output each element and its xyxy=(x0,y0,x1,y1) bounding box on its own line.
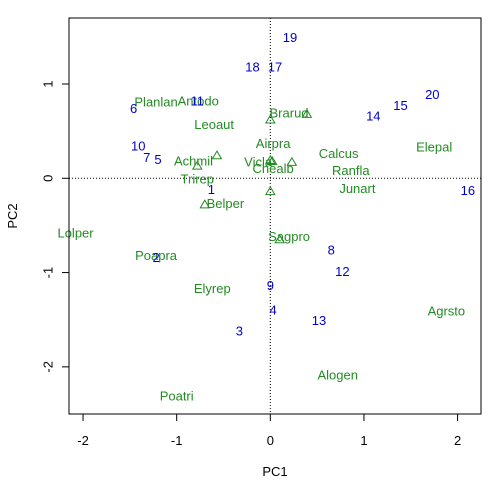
site-label: 17 xyxy=(268,59,282,74)
site-label: 1 xyxy=(208,182,215,197)
species-label: Planlan xyxy=(134,94,177,109)
species-marker xyxy=(301,108,313,118)
site-label: 2 xyxy=(152,250,159,265)
x-tick-label: 0 xyxy=(267,433,274,448)
x-tick-label: 1 xyxy=(360,433,367,448)
x-axis-title: PC1 xyxy=(262,464,287,479)
plot-frame xyxy=(68,17,482,415)
site-label: 9 xyxy=(267,278,274,293)
y-tick-label: -1 xyxy=(40,267,55,279)
species-label: Elyrep xyxy=(194,281,231,296)
species-marker xyxy=(191,160,203,170)
site-label: 18 xyxy=(245,59,259,74)
species-label: Agrsto xyxy=(428,304,466,319)
site-label: 8 xyxy=(328,242,335,257)
site-label: 13 xyxy=(312,313,326,328)
species-label: Airpra xyxy=(256,136,291,151)
species-marker xyxy=(199,199,211,209)
site-label: 10 xyxy=(131,139,145,154)
x-tick-label: -1 xyxy=(171,433,183,448)
species-label: Junart xyxy=(339,181,376,196)
species-marker xyxy=(211,150,223,160)
species-label: Lolper xyxy=(57,225,94,240)
species-label: Antodo xyxy=(178,93,219,108)
plot-area: Achmil Agrsto Airpra Alogen Antodo Belper Brar… xyxy=(57,17,482,415)
x-tick-label: 2 xyxy=(454,433,461,448)
site-label: 3 xyxy=(236,323,243,338)
y-tick-label: -2 xyxy=(40,361,55,373)
site-label: 7 xyxy=(143,150,150,165)
species-labels: Achmil Agrsto Airpra Alogen Antodo Belper Brar… xyxy=(57,93,465,403)
species-marker xyxy=(264,185,276,196)
site-label: 19 xyxy=(283,30,297,45)
site-label: 11 xyxy=(191,93,205,108)
species-marker xyxy=(264,154,276,165)
species-marker xyxy=(266,155,278,165)
species-label: Calcus xyxy=(319,146,359,161)
species-label: Vicla xyxy=(244,155,273,170)
y-tick-label: 0 xyxy=(40,175,55,182)
site-label: 16 xyxy=(461,183,475,198)
species-label: Poatri xyxy=(160,388,194,403)
x-tick-label: -2 xyxy=(77,433,89,448)
species-label: Ranfla xyxy=(332,163,370,178)
x-axis: -2 -1 0 1 2 xyxy=(77,413,461,448)
species-label: Chealb xyxy=(253,161,294,176)
species-label: Sagpro xyxy=(268,229,310,244)
site-label: 4 xyxy=(270,303,277,318)
species-label: Brarud xyxy=(270,106,309,121)
site-label: 6 xyxy=(130,101,137,116)
species-label: Belper xyxy=(207,196,245,211)
species-label: Leoaut xyxy=(194,117,234,132)
site-label: 15 xyxy=(393,98,407,113)
species-marker xyxy=(286,156,298,166)
species-label: Elepal xyxy=(416,140,452,155)
species-label: Trirep xyxy=(181,172,214,187)
y-axis: -2 -1 0 1 xyxy=(40,80,70,373)
site-label: 5 xyxy=(154,152,161,167)
site-label: 14 xyxy=(366,108,380,123)
species-label: Achmil xyxy=(174,154,213,169)
site-label: 20 xyxy=(425,87,439,102)
y-axis-title: PC2 xyxy=(5,203,20,228)
site-label: 12 xyxy=(335,264,349,279)
y-tick-label: 1 xyxy=(40,80,55,87)
species-label: Poapra xyxy=(135,248,178,263)
species-marker xyxy=(274,234,286,244)
species-marker xyxy=(264,114,276,124)
species-label: Alogen xyxy=(317,368,357,383)
species-markers xyxy=(191,108,313,244)
